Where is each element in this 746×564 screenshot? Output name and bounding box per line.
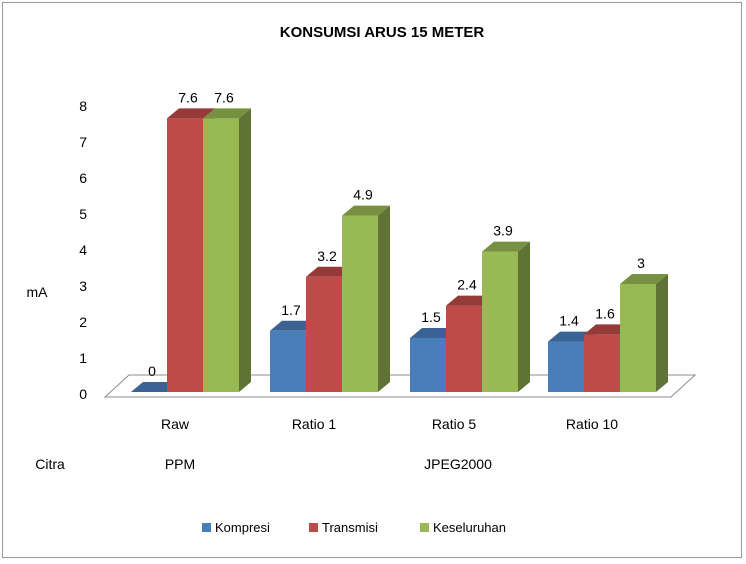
y-tick-label: 7 [79,134,87,150]
bar-front [410,338,446,392]
legend-swatch [420,523,429,532]
data-label: 0 [148,363,156,379]
legend-item: Keseluruhan [420,520,506,535]
bar-keseluruhan-0 [203,108,251,393]
bar-front [446,305,482,392]
legend-item: Transmisi [309,520,378,535]
chart-title: KONSUMSI ARUS 15 METER [280,24,485,41]
bar-top [167,108,215,119]
bar-front [548,341,584,392]
bar-front [620,284,656,392]
bar-front [584,334,620,392]
bar-side [656,274,668,392]
bar-keseluruhan-2 [482,241,530,392]
chart-floor [103,374,697,398]
bar-front [306,276,342,392]
data-label: 1.6 [595,305,615,321]
bar-front [342,215,378,392]
y-tick-label: 0 [79,386,87,402]
bar-front [482,251,518,392]
data-label: 3 [637,255,645,271]
bar-top [203,108,251,119]
bar-chart: KONSUMSI ARUS 15 METER mA Citra 0 1 2 3 4 5 6 7… [27,24,697,535]
bar-top [620,274,668,284]
chart-frame: KONSUMSI ARUS 15 METER mA Citra 0 1 2 3 4 5 6 7… [2,2,742,558]
bar-side [239,108,251,393]
bar-side [378,205,390,392]
x-tick-label: Ratio 5 [432,416,477,432]
y-tick-label: 3 [79,278,87,294]
data-label: 1.4 [559,313,579,329]
data-labels: 0 7.6 7.6 1.7 3.2 4.9 1.5 2.4 3.9 1.4 1.6 3 [148,89,645,379]
floor-plane [103,374,697,398]
y-tick-label: 2 [79,314,87,330]
x-axis-ticks: Raw Ratio 1 Ratio 5 Ratio 10 [161,416,618,432]
y-tick-label: 8 [79,98,87,114]
data-label: 4.9 [353,187,373,203]
bar-top [482,241,530,252]
y-tick-label: 5 [79,206,87,222]
data-label: 7.6 [178,89,198,105]
y-axis-label: mA [27,284,49,300]
group-label: JPEG2000 [424,456,492,472]
y-tick-label: 6 [79,170,87,186]
legend-label: Transmisi [322,520,378,535]
legend-label: Kompresi [215,520,270,535]
data-label: 1.5 [421,309,441,325]
bar-top [342,205,390,216]
bar-keseluruhan-3 [620,274,668,392]
y-tick-label: 4 [79,242,87,258]
data-label: 7.6 [214,89,234,105]
bar-side [518,241,530,392]
legend-swatch [202,523,211,532]
x-tick-label: Raw [161,416,190,432]
bar-front [270,330,306,392]
x-axis-label: Citra [35,456,65,472]
data-label: 3.9 [493,223,513,239]
x-tick-label: Ratio 1 [292,416,337,432]
y-tick-label: 1 [79,350,87,366]
bars [131,108,668,393]
data-label: 1.7 [281,302,301,318]
legend-swatch [309,523,318,532]
legend: Kompresi Transmisi Keseluruhan [202,520,506,535]
y-axis-ticks: 0 1 2 3 4 5 6 7 8 [79,98,87,402]
data-label: 2.4 [457,277,477,293]
data-label: 3.2 [317,248,337,264]
bar-keseluruhan-1 [342,205,390,392]
group-label: PPM [165,456,195,472]
legend-item: Kompresi [202,520,270,535]
x-tick-label: Ratio 10 [566,416,618,432]
bar-front [203,118,239,393]
group-labels: PPM JPEG2000 [165,456,492,472]
legend-label: Keseluruhan [433,520,506,535]
bar-front [167,118,203,393]
